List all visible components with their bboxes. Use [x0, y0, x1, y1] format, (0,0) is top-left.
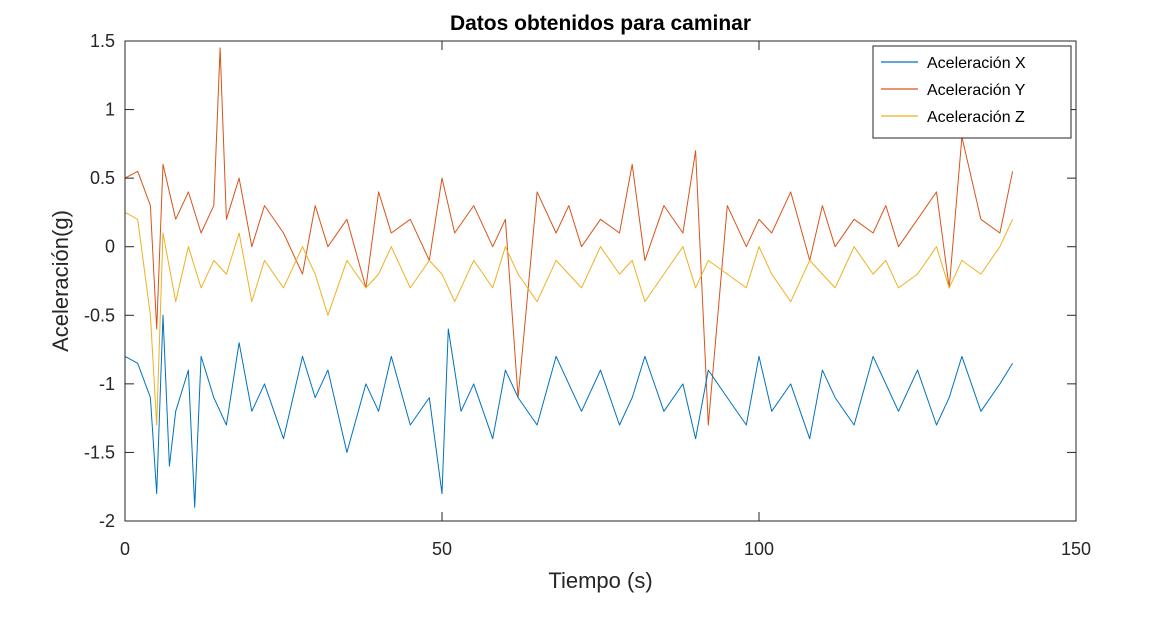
y-tick-label: -1.5: [84, 442, 115, 462]
x-axis-label: Tiempo (s): [548, 568, 652, 593]
chart-title: Datos obtenidos para caminar: [450, 12, 751, 35]
x-tick-label: 0: [120, 539, 130, 559]
legend-label: Aceleración Y: [927, 82, 1026, 99]
x-tick-label: 50: [432, 539, 452, 559]
x-tick-label: 100: [744, 539, 774, 559]
legend-label: Aceleración X: [927, 55, 1026, 72]
axes-box: [124, 40, 1077, 522]
y-tick-label: 1.5: [90, 31, 115, 51]
legend-box: [872, 45, 1072, 139]
series-line-3: [125, 211, 1014, 426]
y-tick-label: 0: [105, 237, 115, 257]
y-tick-label: 1: [105, 100, 115, 120]
ticks: 0 50 100 150 -2 -1.5 -1 -0.5 0 0.5 1 1.5: [84, 31, 1091, 559]
y-tick-label: 0.5: [90, 168, 115, 188]
series-line-1: [125, 314, 1014, 508]
y-tick-label: -0.5: [84, 305, 115, 325]
plot-lines: [125, 47, 1014, 508]
legend-label: Aceleración Z: [927, 109, 1025, 126]
y-tick-label: -2: [99, 511, 115, 531]
legend: Aceleración X Aceleración Y Aceleración Z: [872, 45, 1072, 139]
x-tick-label: 150: [1061, 539, 1091, 559]
y-tick-label: -1: [99, 374, 115, 394]
series-line-2: [125, 47, 1014, 426]
y-axis-label: Aceleración(g): [48, 210, 73, 352]
